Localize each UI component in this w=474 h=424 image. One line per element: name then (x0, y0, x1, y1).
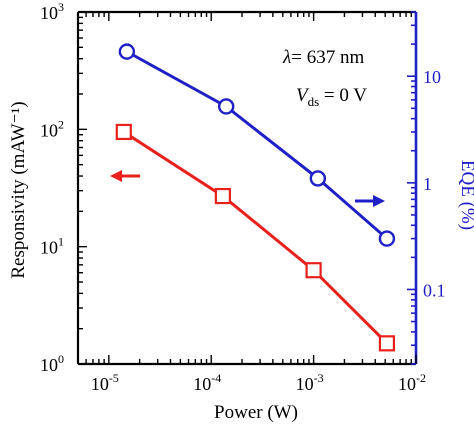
eqe-point (378, 230, 396, 247)
responsivity-point (378, 335, 396, 352)
vds-value: = 0 V (319, 85, 367, 106)
x-tick-label-base: 10 (91, 374, 109, 394)
x-axis-title: Power (W) (214, 402, 298, 423)
y-left-tick-label-exp: 1 (58, 235, 64, 249)
eqe-point (217, 98, 235, 115)
left-axis-title: Responsivity (mAW⁻¹) (8, 101, 29, 278)
x-tick-label: 10-5 (91, 371, 119, 394)
right-axis-title: EQE (%) (457, 160, 474, 230)
y-right-tick-label: 10 (423, 67, 441, 87)
eqe-line (126, 50, 388, 240)
responsivity-point (305, 262, 322, 279)
x-tick-label: 10-4 (193, 371, 221, 394)
wavelength-symbol: λ (282, 47, 291, 68)
x-tick-label-exp: -2 (416, 371, 426, 385)
x-tick-label-base: 10 (193, 374, 211, 394)
x-tick-label-base: 10 (398, 374, 416, 394)
x-tick-label-exp: -5 (109, 371, 119, 385)
wavelength-value: = 637 nm (291, 47, 364, 68)
right-axis-arrow (355, 195, 385, 207)
y-left-tick-label-exp: 3 (58, 0, 64, 14)
vds-subscript: ds (308, 94, 320, 109)
plot-frame-group (76, 10, 418, 366)
y-left-tick-label: 100 (40, 352, 64, 375)
y-right-tick-label: 1 (423, 174, 432, 194)
x-tick-label-exp: -4 (211, 371, 221, 385)
y-left-tick-label: 103 (40, 0, 64, 23)
y-left-tick-label-base: 10 (40, 238, 58, 258)
x-tick-label-base: 10 (296, 374, 314, 394)
y-right-tick-label: 0.1 (423, 280, 446, 300)
eqe-point (309, 170, 327, 187)
y-left-tick-label: 102 (40, 117, 64, 140)
responsivity-point (214, 187, 231, 205)
responsivity-line (122, 130, 388, 345)
x-tick-label-exp: -3 (314, 371, 324, 385)
y-left-tick-label-exp: 0 (58, 352, 64, 366)
eqe-point (118, 43, 136, 60)
y-left-tick-label: 101 (40, 235, 64, 258)
series-group (115, 43, 396, 352)
y-left-tick-label-base: 10 (40, 3, 58, 23)
y-left-tick-label-exp: 2 (58, 117, 64, 131)
x-tick-label: 10-2 (398, 371, 426, 394)
left-axis-arrow (110, 170, 140, 182)
vds-annotation: Vds = 0 V (296, 85, 367, 109)
responsivity-point (115, 123, 132, 141)
y-left-tick-label-base: 10 (40, 120, 58, 140)
x-tick-label: 10-3 (296, 371, 324, 394)
vds-symbol: V (296, 85, 310, 106)
y-left-tick-label-base: 10 (40, 355, 58, 375)
wavelength-annotation: λ= 637 nm (282, 47, 364, 68)
